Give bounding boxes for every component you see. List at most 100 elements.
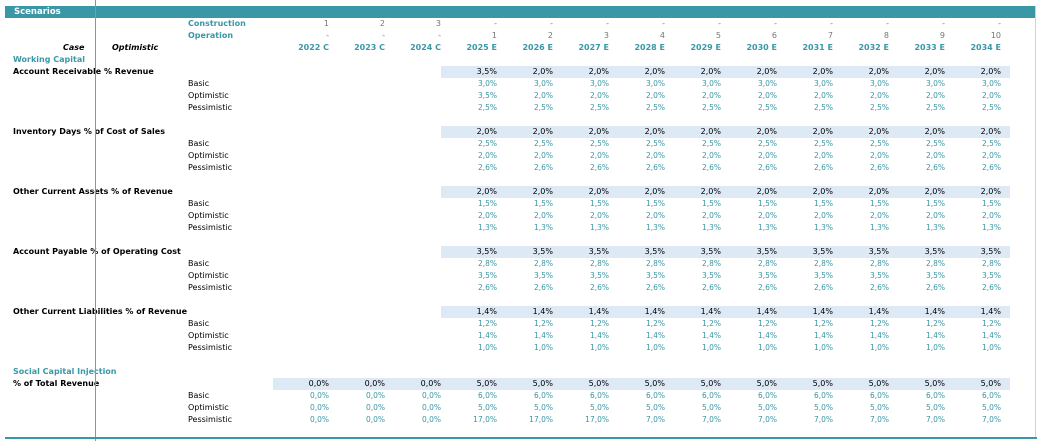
scenario-input-cell[interactable]: 1,2% <box>981 319 1001 328</box>
selected-value-cell[interactable]: 2,0% <box>588 67 609 76</box>
selected-value-cell[interactable]: 2,0% <box>756 187 777 196</box>
scenario-input-cell[interactable]: 1,5% <box>869 199 889 208</box>
scenario-input-cell[interactable]: 2,8% <box>701 259 721 268</box>
scenario-input-cell[interactable]: 2,0% <box>869 211 889 220</box>
scenario-input-cell[interactable]: 6,0% <box>813 391 833 400</box>
scenario-input-cell[interactable]: 2,5% <box>477 103 497 112</box>
scenario-input-cell[interactable]: 3,5% <box>757 271 777 280</box>
selected-value-cell[interactable]: 2,0% <box>532 187 553 196</box>
scenario-input-cell[interactable]: 2,0% <box>981 151 1001 160</box>
selected-value-cell[interactable]: 2,0% <box>924 187 945 196</box>
scenario-input-cell[interactable]: 2,0% <box>701 91 721 100</box>
construction-period-cell[interactable]: - <box>606 19 609 28</box>
scenario-input-cell[interactable]: 2,0% <box>757 151 777 160</box>
scenario-input-cell[interactable]: 2,6% <box>813 163 833 172</box>
scenario-input-cell[interactable]: 1,2% <box>925 319 945 328</box>
scenario-input-cell[interactable]: 1,0% <box>477 343 497 352</box>
scenario-input-cell[interactable]: 2,6% <box>645 283 665 292</box>
selected-value-cell[interactable]: 2,0% <box>588 127 609 136</box>
scenario-input-cell[interactable]: 17,0% <box>529 415 553 424</box>
scenario-input-cell[interactable]: 0,0% <box>421 403 441 412</box>
scenario-input-cell[interactable]: 5,0% <box>813 403 833 412</box>
scenario-input-cell[interactable]: 1,3% <box>813 223 833 232</box>
scenario-input-cell[interactable]: 1,4% <box>589 331 609 340</box>
scenario-input-cell[interactable]: 1,0% <box>701 343 721 352</box>
year-header-cell[interactable]: 2029 E <box>690 43 721 52</box>
scenario-input-cell[interactable]: 2,6% <box>757 283 777 292</box>
scenario-input-cell[interactable]: 2,0% <box>869 91 889 100</box>
selected-value-cell[interactable]: 2,0% <box>924 67 945 76</box>
scenario-input-cell[interactable]: 2,5% <box>869 103 889 112</box>
scenario-input-cell[interactable]: 2,6% <box>757 163 777 172</box>
scenario-input-cell[interactable]: 2,0% <box>813 151 833 160</box>
scenario-input-cell[interactable]: 1,5% <box>757 199 777 208</box>
scenario-input-cell[interactable]: 2,0% <box>645 211 665 220</box>
scenario-input-cell[interactable]: 0,0% <box>365 403 385 412</box>
selected-value-cell[interactable]: 2,0% <box>700 127 721 136</box>
selected-value-cell[interactable]: 2,0% <box>812 67 833 76</box>
scenario-input-cell[interactable]: 3,5% <box>925 271 945 280</box>
scenario-input-cell[interactable]: 2,6% <box>477 283 497 292</box>
operation-period-cell[interactable]: - <box>438 31 441 40</box>
scenario-input-cell[interactable]: 2,0% <box>701 151 721 160</box>
year-header-cell[interactable]: 2023 C <box>354 43 385 52</box>
scenario-input-cell[interactable]: 2,0% <box>757 91 777 100</box>
construction-period-cell[interactable]: 3 <box>435 19 441 28</box>
selected-value-cell[interactable]: 1,4% <box>588 307 609 316</box>
scenario-input-cell[interactable]: 2,0% <box>645 151 665 160</box>
selected-value-cell[interactable]: 3,5% <box>812 247 833 256</box>
selected-value-cell[interactable]: 5,0% <box>644 379 665 388</box>
scenario-input-cell[interactable]: 3,5% <box>869 271 889 280</box>
operation-period-cell[interactable]: 9 <box>939 31 945 40</box>
selected-value-cell[interactable]: 2,0% <box>476 127 497 136</box>
scenario-input-cell[interactable]: 1,4% <box>645 331 665 340</box>
selected-value-cell[interactable]: 2,0% <box>644 67 665 76</box>
scenario-input-cell[interactable]: 1,4% <box>533 331 553 340</box>
selected-value-cell[interactable]: 3,5% <box>476 247 497 256</box>
selected-value-cell[interactable]: 1,4% <box>812 307 833 316</box>
scenario-input-cell[interactable]: 1,2% <box>869 319 889 328</box>
scenario-input-cell[interactable]: 1,3% <box>533 223 553 232</box>
selected-value-cell[interactable]: 5,0% <box>476 379 497 388</box>
scenario-input-cell[interactable]: 3,5% <box>533 271 553 280</box>
scenario-input-cell[interactable]: 2,5% <box>589 103 609 112</box>
year-header-cell[interactable]: 2027 E <box>578 43 609 52</box>
year-header-cell[interactable]: 2026 E <box>522 43 553 52</box>
scenario-input-cell[interactable]: 3,5% <box>645 271 665 280</box>
scenario-input-cell[interactable]: 2,6% <box>589 283 609 292</box>
year-header-cell[interactable]: 2030 E <box>746 43 777 52</box>
scenario-input-cell[interactable]: 0,0% <box>309 415 329 424</box>
construction-period-cell[interactable]: - <box>550 19 553 28</box>
scenario-input-cell[interactable]: 1,4% <box>701 331 721 340</box>
selected-value-cell[interactable]: 2,0% <box>532 127 553 136</box>
scenario-input-cell[interactable]: 5,0% <box>981 403 1001 412</box>
operation-period-cell[interactable]: 4 <box>659 31 665 40</box>
selected-value-cell[interactable]: 1,4% <box>868 307 889 316</box>
selected-value-cell[interactable]: 3,5% <box>532 247 553 256</box>
selected-value-cell[interactable]: 2,0% <box>868 127 889 136</box>
scenario-input-cell[interactable]: 2,5% <box>813 103 833 112</box>
scenario-input-cell[interactable]: 2,0% <box>589 211 609 220</box>
scenario-input-cell[interactable]: 1,2% <box>645 319 665 328</box>
scenario-input-cell[interactable]: 1,4% <box>477 331 497 340</box>
scenario-input-cell[interactable]: 1,0% <box>645 343 665 352</box>
scenario-input-cell[interactable]: 0,0% <box>421 415 441 424</box>
selected-value-cell[interactable]: 5,0% <box>924 379 945 388</box>
scenario-input-cell[interactable]: 2,0% <box>925 91 945 100</box>
selected-value-cell[interactable]: 2,0% <box>700 67 721 76</box>
scenario-input-cell[interactable]: 3,0% <box>645 79 665 88</box>
operation-period-cell[interactable]: 6 <box>771 31 777 40</box>
scenario-input-cell[interactable]: 1,3% <box>477 223 497 232</box>
scenario-input-cell[interactable]: 2,8% <box>925 259 945 268</box>
scenario-input-cell[interactable]: 17,0% <box>473 415 497 424</box>
scenario-input-cell[interactable]: 1,3% <box>701 223 721 232</box>
scenario-input-cell[interactable]: 0,0% <box>365 391 385 400</box>
scenario-input-cell[interactable]: 1,4% <box>813 331 833 340</box>
scenario-input-cell[interactable]: 5,0% <box>589 403 609 412</box>
scenario-input-cell[interactable]: 1,0% <box>981 343 1001 352</box>
selected-value-cell[interactable]: 2,0% <box>980 187 1001 196</box>
scenario-input-cell[interactable]: 5,0% <box>533 403 553 412</box>
selected-value-cell[interactable]: 3,5% <box>476 67 497 76</box>
scenario-input-cell[interactable]: 2,8% <box>645 259 665 268</box>
selected-value-cell[interactable]: 2,0% <box>476 187 497 196</box>
